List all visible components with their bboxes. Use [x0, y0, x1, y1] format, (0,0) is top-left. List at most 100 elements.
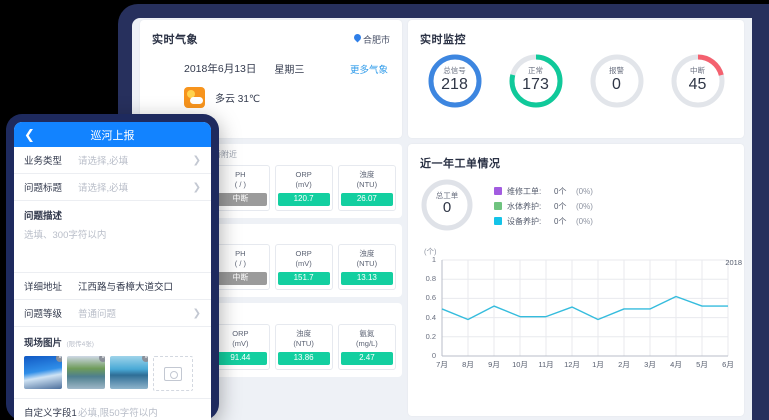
x-axis-tick: 5月: [696, 360, 708, 369]
legend-percent: (0%): [576, 201, 593, 211]
gauge-group: 总信号 218 正常 173 报警 0 中断 45: [414, 50, 738, 112]
close-circle-icon[interactable]: ×: [99, 356, 105, 362]
weather-body: 2018年6月13日 星期三 更多气象 多云 31℃: [140, 47, 402, 108]
add-photo-button[interactable]: [153, 356, 193, 391]
legend-item[interactable]: 水体养护: 0个 (0%): [494, 201, 593, 212]
workorder-card: 近一年工单情况 总工单 0 维修工单: 0个 (0%) 水体养护: 0个 (0%) 设备养护…: [408, 144, 744, 416]
gauge-总信号[interactable]: 总信号 218: [424, 50, 486, 112]
total-workorder-value: 0: [442, 199, 452, 217]
gauge-正常[interactable]: 正常 173: [505, 50, 567, 112]
metric-unit: (mV): [232, 339, 249, 348]
workorder-summary: 总工单 0 维修工单: 0个 (0%) 水体养护: 0个 (0%) 设备养护: 0个 (0%): [418, 176, 593, 234]
problem-description-field[interactable]: 问题描述 选填、300字符以内: [14, 201, 211, 273]
gauge-label: 正常: [528, 66, 543, 76]
metric-value: 中断: [214, 192, 267, 206]
x-axis-tick: 4月: [670, 360, 682, 369]
x-axis-tick: 2月: [618, 360, 630, 369]
gauge-报警[interactable]: 报警 0: [586, 50, 648, 112]
metric-card[interactable]: 浊度 (NTU) 13.13: [337, 244, 396, 291]
address-field[interactable]: 详细地址 江西路与香樟大道交口: [14, 273, 211, 300]
metric-card[interactable]: PH( / ) 中断: [211, 164, 270, 211]
chevron-left-icon[interactable]: ❮: [24, 127, 35, 142]
workorder-title: 近一年工单情况: [420, 158, 501, 170]
close-circle-icon[interactable]: ×: [56, 356, 62, 362]
metric-unit: (NTU): [356, 259, 378, 269]
legend-percent: (0%): [576, 216, 593, 226]
dashboard-screen: 实时气象 合肥市 2018年6月13日 星期三 更多气象 多云 31℃ 实时监控…: [132, 18, 752, 420]
metric-unit: ( / ): [234, 259, 246, 269]
metric-card[interactable]: 氨氮 (mg/L) 2.47: [337, 323, 396, 370]
metric-card[interactable]: ORP (mV) 91.44: [211, 323, 270, 370]
x-axis-tick: 12月: [564, 360, 580, 369]
site-photos-label: 现场图片: [24, 338, 63, 349]
mobile-app-screen: ❮ 巡河上报 业务类型 请选择,必填 ❯ 问题标题 请选择,必填 ❯ 问题描述 选填、30…: [14, 122, 211, 420]
address-label: 详细地址: [24, 282, 63, 293]
photo-thumbnail[interactable]: ×: [110, 356, 148, 389]
metric-card[interactable]: 浊度 (NTU) 26.07: [337, 164, 396, 211]
problem-level-value: 普通问题: [78, 309, 117, 320]
gauge-value: 45: [688, 75, 707, 93]
more-weather-link[interactable]: 更多气象: [349, 64, 388, 76]
workorder-legend: 维修工单: 0个 (0%) 水体养护: 0个 (0%) 设备养护: 0个 (0%): [494, 184, 593, 227]
legend-count: 0个: [554, 201, 567, 211]
photo-thumbnail[interactable]: ×: [67, 356, 105, 389]
metric-card[interactable]: ORP (mV) 151.7: [274, 244, 333, 291]
x-axis-tick: 7月: [436, 360, 448, 369]
legend-color-swatch: [494, 217, 502, 225]
legend-count: 0个: [554, 186, 567, 196]
metric-card[interactable]: 浊度 (NTU) 13.86: [274, 323, 333, 370]
camera-icon: [164, 366, 182, 381]
problem-description-label: 问题描述: [24, 211, 63, 222]
gauge-value: 173: [522, 75, 549, 93]
metric-card[interactable]: PH( / ) 中断: [211, 244, 270, 291]
metric-unit: (NTU): [293, 339, 314, 348]
mobile-select-field[interactable]: 业务类型 请选择,必填 ❯: [14, 147, 211, 174]
gauge-label: 报警: [609, 66, 624, 76]
metric-value: 26.07: [340, 192, 393, 206]
weather-header: 实时气象 合肥市: [140, 20, 402, 47]
legend-percent: (0%): [576, 186, 593, 196]
y-axis-tick: 0.6: [425, 293, 436, 303]
gauge-中断[interactable]: 中断 45: [667, 50, 729, 112]
legend-label: 水体养护:: [507, 201, 542, 211]
metric-unit: (NTU): [356, 179, 378, 189]
problem-description-placeholder: 选填、300字符以内: [24, 230, 107, 241]
metric-unit: (mV): [295, 179, 312, 189]
field-label: 业务类型: [24, 156, 63, 167]
metric-value: 13.86: [277, 352, 330, 365]
chevron-right-icon: ❯: [192, 154, 201, 166]
metric-value: 中断: [214, 272, 267, 286]
legend-color-swatch: [494, 202, 502, 210]
metric-value: 2.47: [340, 352, 393, 365]
weather-location-label: 合肥市: [362, 34, 390, 45]
field-value: 请选择,必填: [78, 183, 129, 194]
realtime-monitor-card: 实时监控 总信号 218 正常 173 报警 0 中断 45: [408, 20, 744, 138]
x-axis-tick: 10月: [512, 360, 528, 369]
legend-item[interactable]: 维修工单: 0个 (0%): [494, 186, 593, 197]
problem-level-field[interactable]: 问题等级 普通问题 ❯: [14, 300, 211, 327]
y-axis-tick: 0: [431, 351, 436, 360]
photo-thumbnail[interactable]: ×: [24, 356, 62, 389]
chevron-right-icon: ❯: [192, 307, 201, 319]
total-workorder-donut: 总工单 0: [418, 176, 476, 234]
close-circle-icon[interactable]: ×: [142, 356, 148, 362]
y-axis-tick: 0.4: [425, 312, 436, 322]
total-workorder-label: 总工单: [435, 190, 459, 200]
y-axis-tick: 1: [431, 255, 436, 264]
mobile-page-title: 巡河上报: [90, 129, 135, 142]
legend-color-swatch: [494, 187, 502, 195]
metric-key: ORP: [232, 328, 249, 338]
mobile-select-field[interactable]: 问题标题 请选择,必填 ❯: [14, 174, 211, 201]
weather-location[interactable]: 合肥市: [354, 33, 390, 46]
field-value: 请选择,必填: [78, 156, 129, 167]
legend-item[interactable]: 设备养护: 0个 (0%): [494, 216, 593, 227]
metric-card[interactable]: ORP (mV) 120.7: [274, 164, 333, 211]
metric-key: 浊度: [359, 169, 375, 179]
map-pin-icon: [354, 34, 361, 44]
mobile-custom-field[interactable]: 自定义字段1 必填,限50字符以内: [14, 399, 211, 420]
weather-date: 2018年6月13日: [184, 63, 257, 75]
realtime-monitor-title: 实时监控: [420, 34, 466, 46]
field-label: 自定义字段1: [24, 408, 77, 419]
field-placeholder: 必填,限50字符以内: [78, 408, 158, 419]
